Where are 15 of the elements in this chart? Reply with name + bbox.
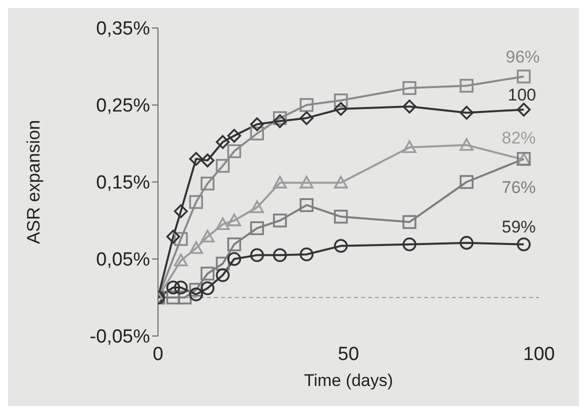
y-tick-label: -0,05% [90, 326, 150, 348]
series-label: 82% [502, 128, 536, 148]
y-tick-label: 0,25% [96, 96, 150, 117]
x-tick-label: 100 [523, 344, 555, 365]
series-label: 100 [508, 86, 536, 105]
x-axis-title: Time (days) [304, 371, 394, 390]
y-tick-label: 0,35% [96, 18, 150, 40]
y-tick-label: 0,05% [96, 250, 150, 271]
series-label: 76% [502, 178, 536, 197]
x-tick-label: 0 [152, 344, 164, 365]
y-axis-title: ASR expansion [23, 120, 44, 244]
y-tick-label: 0,15% [96, 172, 150, 194]
series-label: 96% [506, 48, 540, 67]
x-tick-label: 50 [338, 344, 360, 365]
series-label: 59% [502, 217, 536, 236]
